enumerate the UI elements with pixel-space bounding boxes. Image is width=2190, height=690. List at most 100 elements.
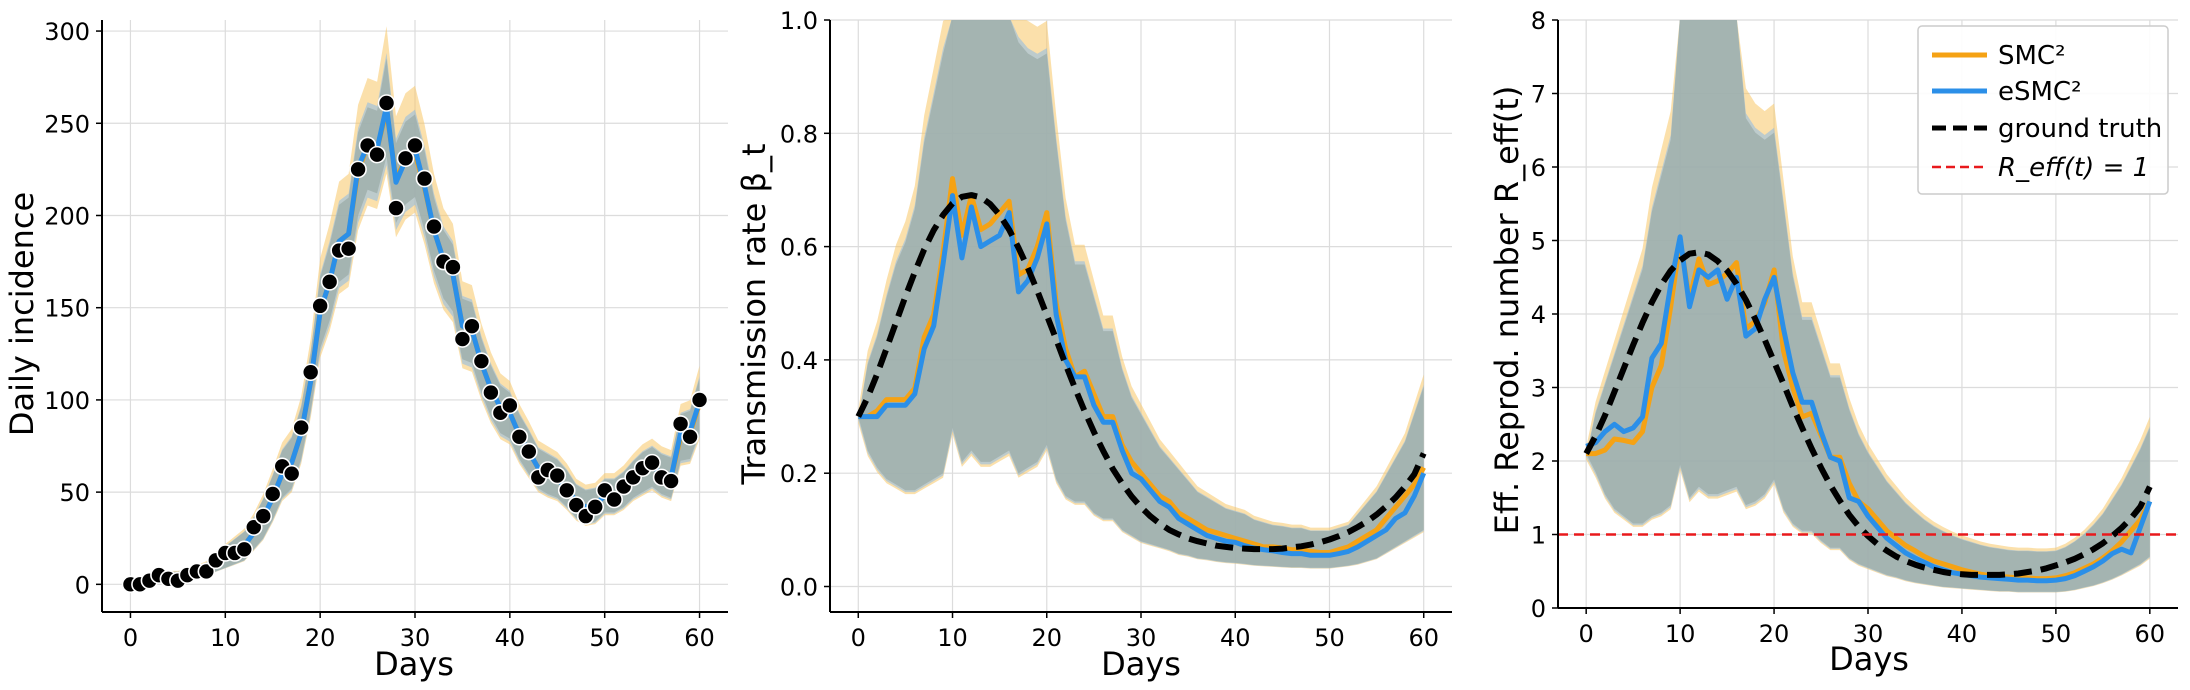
reproduction-xtick-label: 10	[1665, 620, 1696, 648]
incidence-observation-point	[444, 258, 462, 276]
transmission-lines	[855, 176, 1427, 558]
incidence-observation-point	[311, 297, 329, 315]
incidence-observation-point	[586, 498, 605, 516]
legend-label-esmc: eSMC²	[1998, 77, 2082, 107]
incidence-xtick-label: 20	[305, 624, 336, 652]
incidence-xtick-label: 10	[210, 624, 241, 652]
legend-label-threshold: R_eff(t) = 1	[1998, 153, 2149, 183]
reproduction-ylabel: Eff. Reprod. number R_eff(t)	[1488, 86, 1526, 535]
incidence-ticks: 0 10 20 30 40 50 60 0 50 100 150 200 250 300	[44, 18, 715, 652]
reproduction-xtick-label: 0	[1579, 620, 1594, 648]
incidence-observation-point	[377, 94, 396, 112]
incidence-observation-point	[254, 507, 273, 525]
incidence-observation-point	[567, 496, 586, 514]
incidence-observation-point	[425, 217, 443, 236]
transmission-esmc-line	[858, 193, 1427, 558]
incidence-observations	[121, 94, 709, 594]
incidence-observation-point	[292, 418, 310, 437]
transmission-ytick-label: 0.4	[780, 347, 818, 375]
incidence-ytick-label: 0	[75, 571, 90, 599]
transmission-ylabel: Transmission rate β_t	[735, 143, 773, 485]
transmission-xtick-label: 60	[1408, 624, 1439, 652]
incidence-observation-point	[244, 518, 263, 536]
legend-label-smc: SMC²	[1998, 41, 2066, 71]
incidence-xtick-label: 50	[589, 624, 620, 652]
legend: SMC² eSMC² ground truth R_eff(t) = 1	[1917, 25, 2169, 195]
incidence-observation-point	[301, 363, 320, 382]
incidence-ytick-label: 300	[44, 18, 90, 46]
reproduction-overlap-band	[1586, 20, 2150, 592]
incidence-observation-point	[520, 442, 538, 461]
transmission-xtick-label: 40	[1220, 624, 1251, 652]
transmission-ytick-label: 0.6	[780, 234, 818, 262]
transmission-overlap-band	[858, 20, 1424, 568]
incidence-observation-point	[263, 485, 282, 503]
incidence-observation-point	[463, 317, 481, 335]
incidence-xtick-label: 40	[495, 624, 526, 652]
incidence-observation-point	[349, 160, 367, 179]
reproduction-bands	[1586, 20, 2150, 593]
incidence-observation-point	[510, 427, 529, 446]
incidence-observation-point	[472, 352, 491, 370]
transmission-xtick-label: 10	[937, 624, 968, 652]
reproduction-lines	[1558, 234, 2178, 584]
incidence-observation-point	[339, 239, 358, 258]
incidence-observation-point	[320, 273, 339, 291]
transmission-bands	[858, 20, 1424, 569]
reproduction-esmc-line	[1585, 234, 2153, 584]
legend-label-truth: ground truth	[1998, 114, 2162, 144]
incidence-observation-point	[387, 199, 405, 217]
incidence-observation-point	[282, 464, 301, 483]
incidence-observation-point	[690, 391, 709, 409]
transmission-ytick-label: 1.0	[780, 7, 818, 35]
incidence-ytick-label: 200	[44, 202, 90, 230]
incidence-observation-point	[368, 145, 386, 164]
incidence-observation-point	[681, 427, 699, 446]
reproduction-ticks: 0 10 20 30 40 50 60 0 1 2 3 4 5 6 7 8	[1531, 7, 2165, 648]
legend-box	[1917, 25, 2169, 195]
reproduction-truth-line	[1583, 249, 2153, 578]
incidence-observation-point	[235, 540, 254, 559]
incidence-ytick-label: 150	[44, 295, 90, 323]
reproduction-xtick-label: 40	[1947, 620, 1978, 648]
reproduction-ytick-label: 5	[1531, 228, 1546, 256]
incidence-overlap-band	[130, 58, 700, 585]
incidence-observation-point	[415, 169, 434, 188]
incidence-observation-point	[643, 453, 661, 472]
incidence-observation-point	[557, 481, 576, 500]
reproduction-ytick-label: 1	[1531, 522, 1546, 550]
transmission-xtick-label: 0	[851, 624, 866, 652]
incidence-observation-point	[482, 383, 500, 402]
reproduction-ytick-label: 8	[1531, 7, 1546, 35]
incidence-xtick-label: 0	[123, 624, 138, 652]
reproduction-ytick-label: 2	[1531, 448, 1546, 476]
incidence-observation-point	[501, 396, 519, 415]
reproduction-ytick-label: 4	[1531, 301, 1546, 329]
incidence-xtick-label: 60	[684, 624, 715, 652]
reproduction-ytick-label: 6	[1531, 154, 1546, 182]
transmission-panel: 0 10 20 30 40 50 60 0.0 0.2 0.4 0.6 0.8 1.0 Days Tra…	[735, 7, 1452, 683]
incidence-observation-point	[197, 562, 216, 581]
incidence-observation-point	[671, 415, 690, 433]
transmission-xlabel: Days	[1101, 645, 1181, 683]
reproduction-panel: 0 10 20 30 40 50 60 0 1 2 3 4 5 6 7 8 Days Eff. Reprod.…	[1488, 7, 2178, 678]
incidence-xtick-label: 30	[400, 624, 431, 652]
transmission-ytick-label: 0.2	[780, 460, 818, 488]
incidence-observation-point	[605, 490, 623, 509]
incidence-panel: 0 10 20 30 40 50 60 0 50 100 150 200 250 300 Days Dai…	[3, 18, 728, 683]
transmission-ytick-label: 0.0	[780, 574, 818, 602]
transmission-truth-line	[855, 192, 1427, 553]
transmission-smc-line	[858, 176, 1426, 555]
reproduction-xtick-label: 60	[2135, 620, 2166, 648]
incidence-ytick-label: 100	[44, 387, 90, 415]
incidence-observation-point	[453, 330, 472, 348]
reproduction-xtick-label: 20	[1759, 620, 1790, 648]
incidence-ylabel: Daily incidence	[3, 192, 41, 436]
incidence-ytick-label: 50	[59, 479, 90, 507]
incidence-observation-point	[406, 136, 424, 155]
reproduction-ytick-label: 0	[1531, 595, 1546, 623]
incidence-ytick-label: 250	[44, 110, 90, 138]
reproduction-xtick-label: 50	[2041, 620, 2072, 648]
transmission-ticks: 0 10 20 30 40 50 60 0.0 0.2 0.4 0.6 0.8 1.0	[780, 7, 1439, 652]
